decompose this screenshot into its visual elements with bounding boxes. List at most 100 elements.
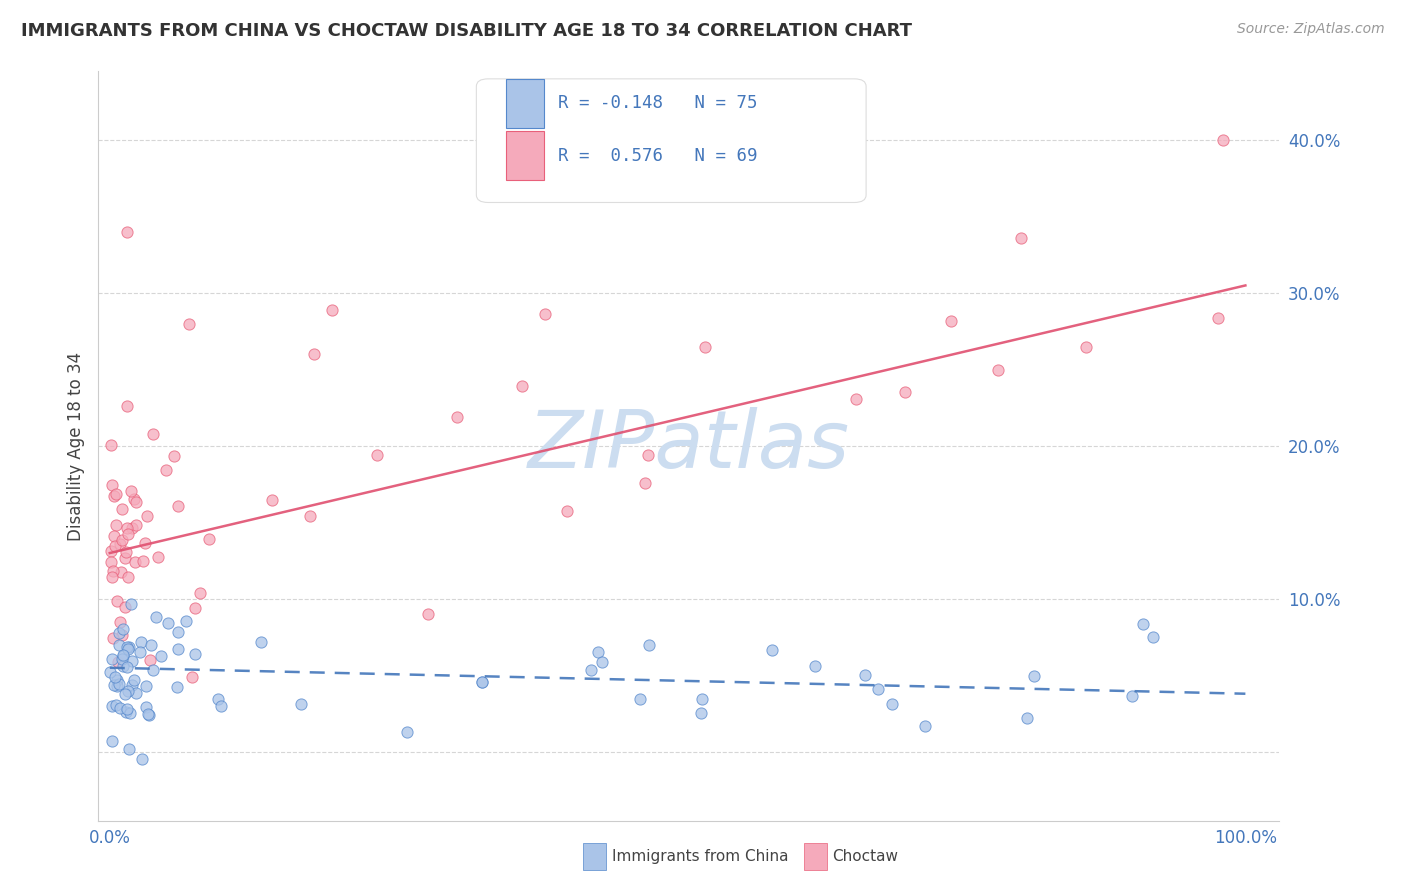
- Point: [260, 493, 283, 508]
- Point: [105, 673, 128, 688]
- Point: [1212, 133, 1234, 147]
- Point: [987, 363, 1010, 377]
- Point: [853, 668, 876, 682]
- Point: [138, 708, 160, 723]
- Point: [112, 649, 135, 664]
- Point: [142, 426, 165, 441]
- Point: [1015, 711, 1038, 725]
- Point: [321, 303, 343, 318]
- Point: [115, 660, 138, 674]
- Point: [510, 379, 533, 393]
- Point: [104, 539, 127, 553]
- Point: [579, 663, 602, 677]
- Point: [108, 676, 131, 690]
- Point: [105, 698, 128, 712]
- Point: [124, 555, 146, 569]
- Point: [110, 615, 132, 630]
- Point: [101, 565, 124, 579]
- Text: ZIPatlas: ZIPatlas: [527, 407, 851, 485]
- Point: [209, 698, 232, 713]
- Point: [914, 719, 936, 733]
- Point: [107, 638, 129, 652]
- Point: [695, 340, 717, 354]
- Point: [141, 638, 163, 652]
- Point: [121, 521, 143, 535]
- Point: [125, 517, 148, 532]
- Point: [105, 487, 128, 501]
- Point: [117, 526, 139, 541]
- Point: [163, 450, 186, 464]
- Point: [139, 653, 162, 667]
- Point: [118, 741, 141, 756]
- Point: [184, 647, 207, 661]
- Text: Source: ZipAtlas.com: Source: ZipAtlas.com: [1237, 22, 1385, 37]
- Point: [134, 536, 156, 550]
- Point: [117, 521, 139, 535]
- Point: [111, 628, 134, 642]
- Point: [114, 550, 136, 565]
- Point: [298, 508, 321, 523]
- Point: [100, 437, 122, 451]
- Point: [302, 347, 325, 361]
- Point: [120, 597, 142, 611]
- Point: [118, 706, 141, 720]
- FancyBboxPatch shape: [506, 131, 544, 180]
- Point: [690, 706, 713, 720]
- Point: [100, 652, 122, 666]
- Point: [145, 610, 167, 624]
- Point: [115, 640, 138, 654]
- Point: [111, 501, 134, 516]
- FancyBboxPatch shape: [506, 78, 544, 128]
- Point: [167, 624, 190, 639]
- Point: [761, 643, 783, 657]
- Point: [366, 448, 388, 462]
- Point: [125, 495, 148, 509]
- Text: R =  0.576   N = 69: R = 0.576 N = 69: [558, 146, 758, 165]
- Point: [111, 648, 134, 663]
- Text: Immigrants from China: Immigrants from China: [612, 849, 789, 863]
- Y-axis label: Disability Age 18 to 34: Disability Age 18 to 34: [66, 351, 84, 541]
- Point: [100, 555, 122, 569]
- Point: [104, 670, 127, 684]
- Point: [111, 622, 134, 636]
- Point: [132, 554, 155, 568]
- Point: [108, 625, 131, 640]
- Point: [692, 691, 714, 706]
- Point: [637, 448, 659, 462]
- Point: [893, 385, 915, 400]
- Point: [118, 640, 141, 654]
- Point: [114, 545, 136, 559]
- Point: [880, 697, 903, 711]
- Point: [105, 679, 128, 693]
- Point: [197, 532, 219, 546]
- FancyBboxPatch shape: [477, 78, 866, 202]
- Point: [148, 549, 170, 564]
- Point: [804, 658, 827, 673]
- Point: [135, 700, 157, 714]
- Point: [471, 675, 494, 690]
- Point: [122, 491, 145, 506]
- Point: [179, 317, 201, 331]
- Point: [115, 225, 138, 239]
- Point: [156, 616, 179, 631]
- Point: [115, 399, 138, 413]
- Point: [167, 641, 190, 656]
- Point: [395, 724, 418, 739]
- Point: [155, 462, 177, 476]
- Point: [117, 570, 139, 584]
- Point: [131, 752, 153, 766]
- Point: [184, 600, 207, 615]
- Text: Choctaw: Choctaw: [832, 849, 898, 863]
- Point: [416, 607, 439, 622]
- Point: [129, 645, 152, 659]
- Point: [167, 499, 190, 513]
- Point: [471, 675, 494, 690]
- Point: [136, 508, 159, 523]
- Point: [111, 533, 134, 547]
- Point: [115, 702, 138, 716]
- Point: [845, 392, 868, 406]
- Point: [142, 663, 165, 677]
- Point: [1142, 630, 1164, 644]
- Point: [207, 691, 229, 706]
- Point: [1121, 690, 1143, 704]
